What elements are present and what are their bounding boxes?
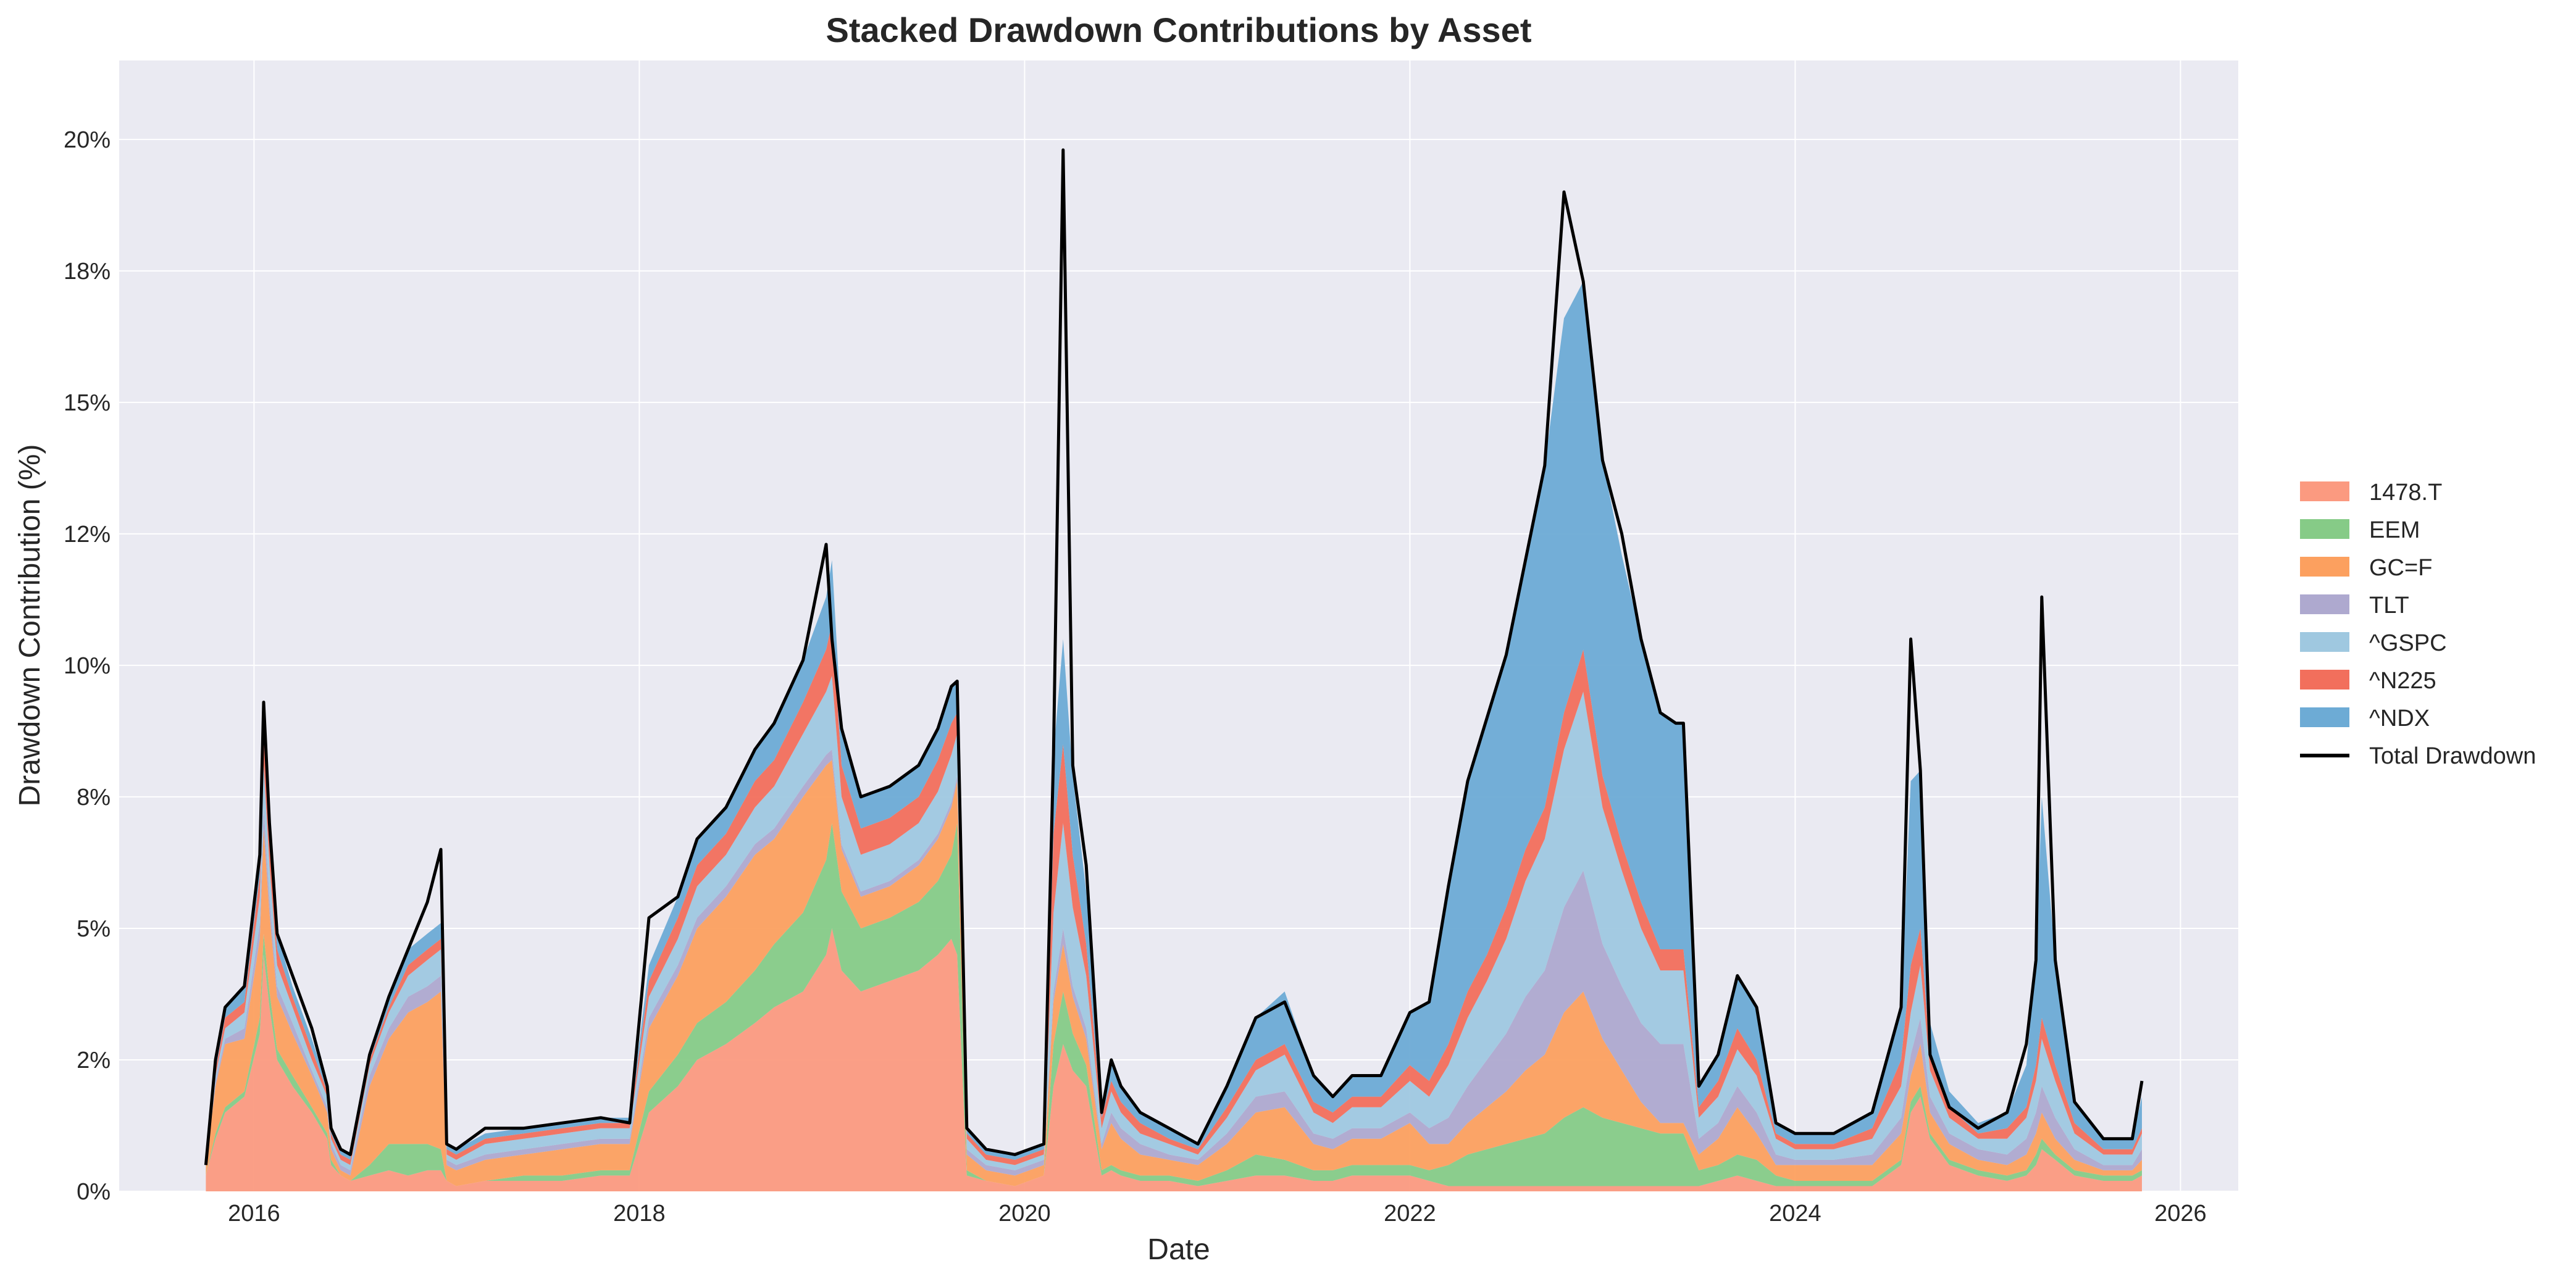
legend-label-total: Total Drawdown <box>2369 743 2536 769</box>
y-tick-label: 18% <box>64 259 111 285</box>
x-tick-label: 2026 <box>2154 1201 2207 1227</box>
x-axis-title: Date <box>1147 1233 1210 1266</box>
y-tick-label: 10% <box>64 653 111 679</box>
legend: 1478.T EEM GC=F TLT ^GSPC ^N225 ^NDX Total Draw… <box>2300 480 2536 769</box>
area-series-1478t <box>206 928 2143 1191</box>
legend-label: ^GSPC <box>2369 630 2447 656</box>
y-tick-label: 12% <box>64 522 111 548</box>
legend-swatch <box>2300 557 2349 577</box>
y-tick-label: 8% <box>77 785 111 810</box>
area-series-gcf <box>206 760 2143 1186</box>
chart-title: Stacked Drawdown Contributions by Asset <box>826 10 1532 49</box>
legend-label: GC=F <box>2369 555 2432 581</box>
y-tick-label: 5% <box>77 916 111 942</box>
y-ticks: 0% 2% 5% 8% 10% 12% 15% 18% 20% <box>64 127 111 1205</box>
x-tick-label: 2020 <box>998 1201 1051 1227</box>
legend-label: TLT <box>2369 593 2409 619</box>
x-tick-label: 2016 <box>228 1201 280 1227</box>
total-drawdown-layer <box>204 148 2144 1165</box>
legend-label: ^N225 <box>2369 668 2436 694</box>
y-tick-label: 0% <box>77 1179 111 1205</box>
area-series-gspc <box>206 675 2143 1170</box>
x-tick-label: 2018 <box>613 1201 666 1227</box>
area-series-eem <box>206 823 2143 1186</box>
plot-background <box>119 60 2238 1191</box>
area-series-tlt <box>206 749 2143 1176</box>
legend-label: EEM <box>2369 517 2420 543</box>
legend-label: 1478.T <box>2369 480 2442 506</box>
legend-swatch <box>2300 670 2349 689</box>
grid <box>119 60 2238 1192</box>
y-tick-label: 2% <box>77 1048 111 1073</box>
legend-swatch <box>2300 632 2349 652</box>
y-tick-label: 20% <box>64 127 111 153</box>
legend-swatch <box>2300 707 2349 727</box>
y-tick-label: 15% <box>64 390 111 416</box>
x-tick-label: 2022 <box>1384 1201 1436 1227</box>
area-series-n225 <box>206 623 2143 1165</box>
legend-swatch <box>2300 481 2349 501</box>
stacked-areas <box>206 281 2143 1191</box>
x-ticks: 2016 2018 2020 2022 2024 2026 <box>228 1201 2207 1227</box>
total-drawdown-line <box>204 148 2144 1165</box>
legend-label: ^NDX <box>2369 706 2430 731</box>
y-axis-title: Drawdown Contribution (%) <box>14 444 46 807</box>
x-tick-label: 2024 <box>1769 1201 1821 1227</box>
legend-swatch <box>2300 519 2349 539</box>
legend-swatch <box>2300 594 2349 614</box>
